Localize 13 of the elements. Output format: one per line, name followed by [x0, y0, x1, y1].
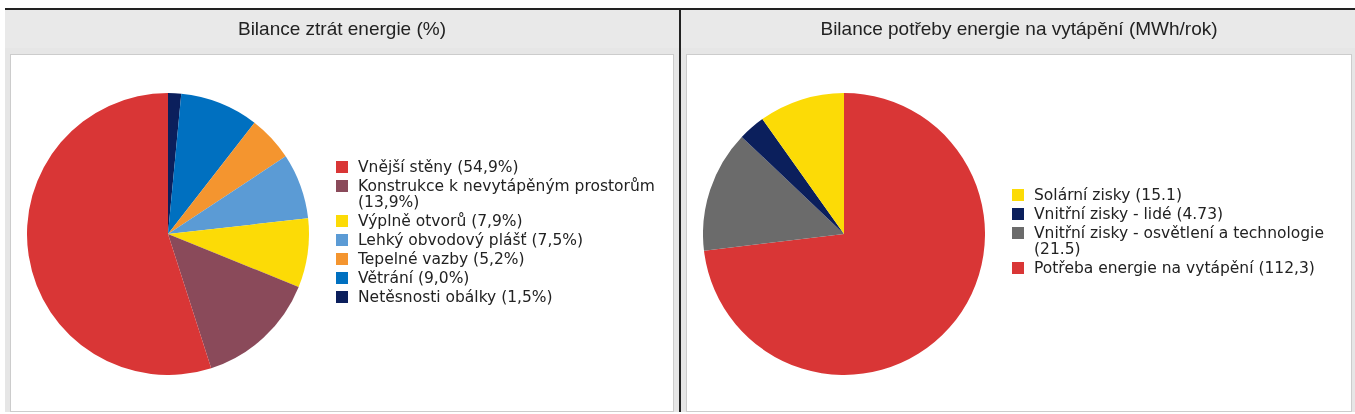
chart-title: Bilance potřeby energie na vytápění (MWh/rok)	[681, 8, 1355, 50]
legend-label: Potřeba energie na vytápění (112,3)	[1034, 259, 1315, 277]
legend-label: Tepelné vazby (5,2%)	[358, 249, 525, 268]
legend-label: Vnější stěny (54,9%)	[358, 157, 519, 176]
chart-title: Bilance ztrát energie (%)	[5, 8, 679, 50]
legend-label: Solární zisky (15.1)	[1034, 186, 1182, 204]
legend-label: Vnitřní zisky - lidé (4.73)	[1034, 205, 1224, 223]
legend-label: Netěsnosti obálky (1,5%)	[358, 287, 553, 306]
legend-label: Větrání (9,0%)	[358, 268, 470, 287]
legend-label: Vnitřní zisky - osvětlení a technologie (21.5)	[1034, 224, 1325, 258]
legend-label: Konstrukce k nevytápěným prostorům (13,9%)	[358, 176, 656, 211]
legend-label: Výplně otvorů (7,9%)	[358, 211, 523, 230]
legend-label: Lehký obvodový plášť (7,5%)	[358, 230, 584, 249]
